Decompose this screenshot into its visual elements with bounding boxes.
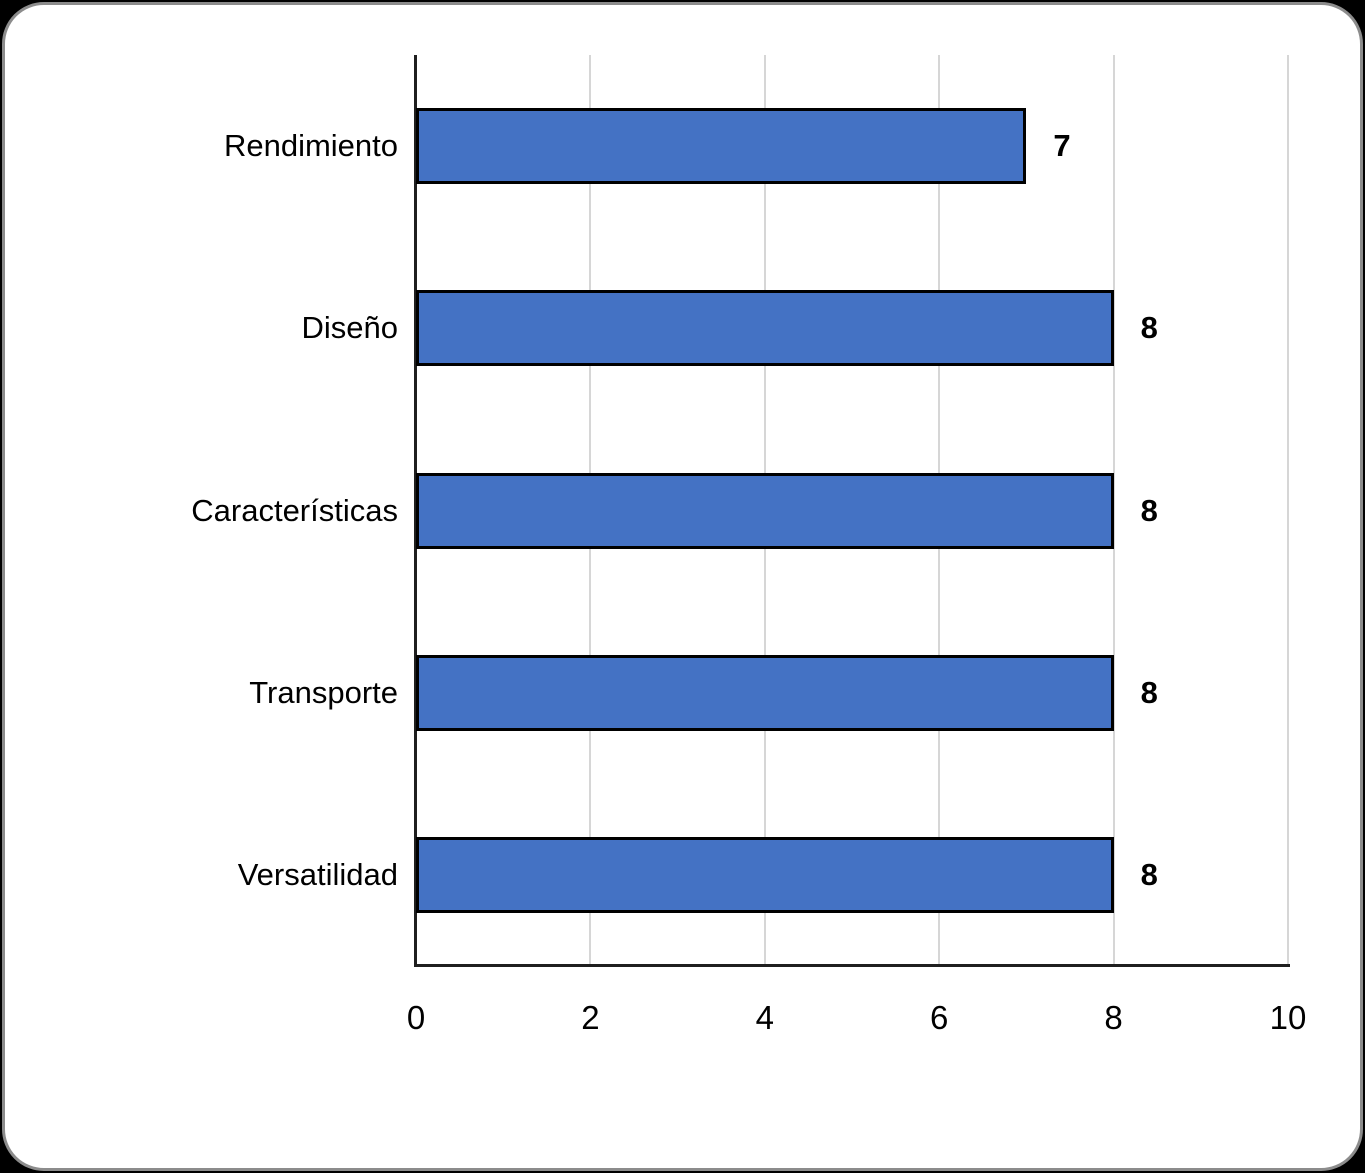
value-label-caracteristicas: 8 [1140, 492, 1158, 528]
gridline-x-10 [1287, 55, 1289, 966]
x-tick-label-10: 10 [1269, 999, 1307, 1036]
category-label-transporte: Transporte [249, 674, 398, 710]
x-tick-label-0: 0 [406, 999, 426, 1036]
x-axis-line [414, 964, 1290, 967]
bar-rendimiento [416, 108, 1027, 185]
bar-versatilidad [416, 836, 1114, 913]
bar-transporte [416, 654, 1114, 731]
category-label-versatilidad: Versatilidad [237, 856, 398, 892]
category-label-rendimiento: Rendimiento [223, 128, 398, 164]
bar-diseno [416, 290, 1114, 367]
x-tick-label-6: 6 [930, 999, 949, 1036]
value-label-diseno: 8 [1140, 310, 1158, 346]
y-axis-line [414, 55, 417, 966]
gridline-x-8 [1112, 55, 1115, 966]
value-label-versatilidad: 8 [1140, 856, 1158, 892]
category-label-caracteristicas: Características [191, 492, 398, 528]
bar-chart: 7 8 8 8 8 Rendimiento Diseño Características Tr… [5, 5, 1360, 1168]
value-label-transporte: 8 [1140, 674, 1158, 710]
x-tick-label-2: 2 [581, 999, 600, 1036]
x-tick-label-8: 8 [1104, 999, 1123, 1036]
category-label-diseno: Diseño [301, 310, 399, 346]
bar-caracteristicas [416, 472, 1114, 549]
value-label-rendimiento: 7 [1053, 128, 1071, 164]
x-tick-label-4: 4 [755, 999, 774, 1036]
